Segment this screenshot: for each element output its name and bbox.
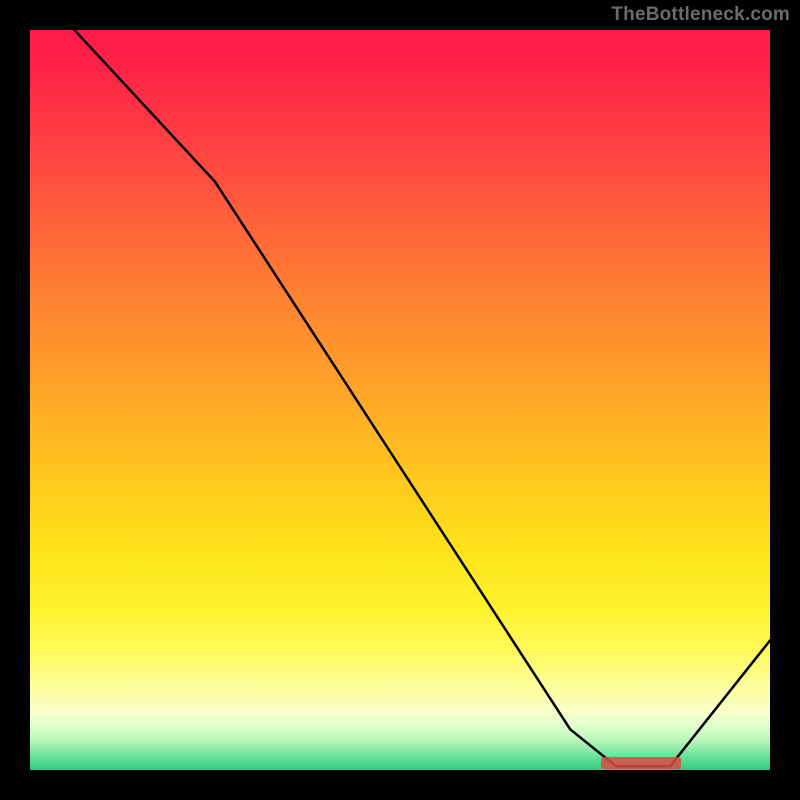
chart-frame: TheBottleneck.com — [0, 0, 800, 800]
highlight-marker — [601, 757, 681, 769]
bottleneck-curve — [74, 30, 770, 766]
plot-area — [30, 30, 770, 770]
watermark-text: TheBottleneck.com — [611, 4, 790, 26]
curve-layer — [30, 30, 770, 770]
